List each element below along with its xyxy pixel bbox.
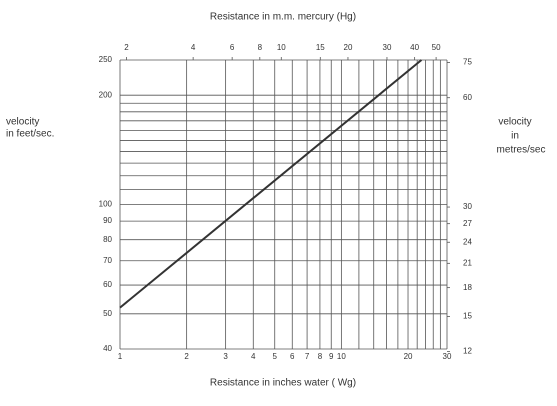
x2-tick-label: 8 (258, 43, 263, 52)
chart-title: Resistance in m.m. mercury (Hg) (210, 12, 356, 23)
y2-tick-label: 60 (463, 93, 472, 102)
x2-tick-label: 20 (344, 43, 353, 52)
y2-tick-label: 75 (463, 58, 472, 67)
y-axis-label: in feet/sec. (6, 129, 54, 140)
x2-tick-label: 10 (277, 43, 286, 52)
x2-tick-label: 6 (230, 43, 235, 52)
y2-tick-label: 15 (463, 312, 472, 321)
x-tick-label: 5 (273, 352, 278, 361)
x-tick-label: 4 (251, 352, 256, 361)
x-tick-label: 1 (118, 352, 123, 361)
x-axis-label: Resistance in inches water ( Wg) (210, 378, 356, 389)
x-tick-label: 6 (290, 352, 295, 361)
y-tick-label: 40 (103, 344, 112, 353)
x2-tick-label: 4 (191, 43, 196, 52)
x-tick-label: 3 (223, 352, 228, 361)
y-tick-label: 60 (103, 280, 112, 289)
y2-tick-label: 24 (463, 237, 472, 246)
y2-tick-label: 27 (463, 219, 472, 228)
y2-axis-label: metres/sec (497, 145, 546, 156)
y2-tick-label: 12 (463, 347, 472, 356)
y-tick-label: 90 (103, 216, 112, 225)
x-tick-label: 30 (443, 352, 452, 361)
x-tick-label: 2 (184, 352, 189, 361)
y-tick-label: 80 (103, 235, 112, 244)
y-tick-label: 250 (99, 55, 113, 64)
y-axis-label: velocity (6, 117, 39, 128)
x2-tick-label: 40 (410, 43, 419, 52)
x2-tick-label: 15 (316, 43, 325, 52)
y2-tick-label: 30 (463, 202, 472, 211)
y-tick-label: 200 (99, 90, 113, 99)
y2-axis-label: in (511, 131, 519, 142)
x2-tick-label: 30 (383, 43, 392, 52)
y-tick-label: 50 (103, 309, 112, 318)
x2-tick-label: 50 (432, 43, 441, 52)
x2-tick-label: 2 (124, 43, 129, 52)
x-tick-label: 8 (318, 352, 323, 361)
x-tick-label: 9 (329, 352, 334, 361)
y-tick-label: 100 (99, 200, 113, 209)
y-tick-label: 70 (103, 256, 112, 265)
data-line (119, 59, 423, 309)
x-tick-label: 20 (404, 352, 413, 361)
y2-axis-label: velocity (498, 117, 531, 128)
y2-tick-label: 18 (463, 283, 472, 292)
y2-tick-label: 21 (463, 258, 472, 267)
x-tick-label: 10 (337, 352, 346, 361)
x-tick-label: 7 (305, 352, 310, 361)
